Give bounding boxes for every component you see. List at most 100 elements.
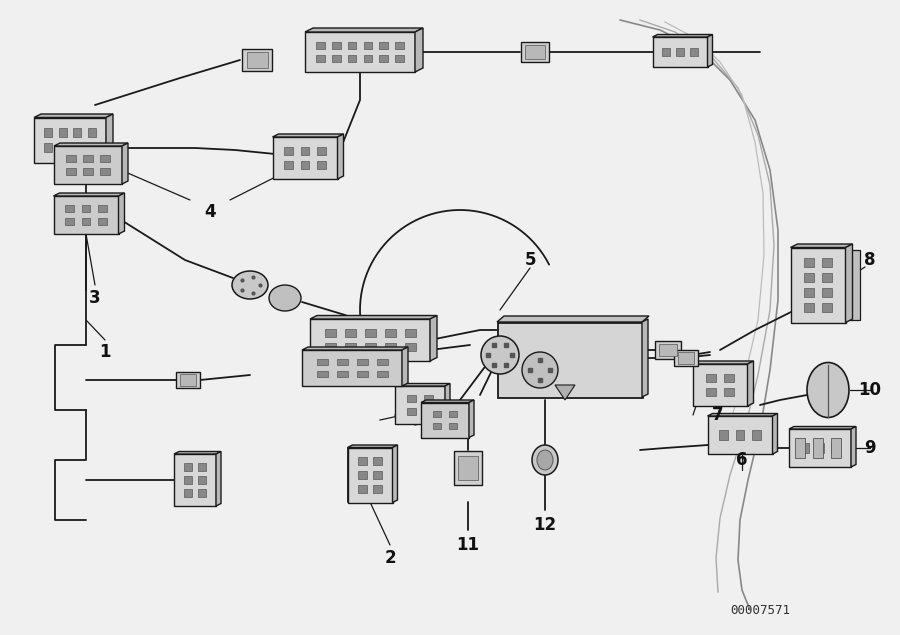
Bar [82,218,91,225]
Bar [356,371,367,377]
Text: 8: 8 [864,251,876,269]
Polygon shape [54,146,122,184]
Polygon shape [642,319,648,397]
Ellipse shape [537,450,553,470]
Bar [325,329,336,337]
Polygon shape [53,196,119,234]
Polygon shape [310,319,430,361]
Bar [424,408,433,415]
Text: 3: 3 [89,289,101,307]
Polygon shape [851,427,856,467]
Polygon shape [789,429,851,467]
Bar [374,471,382,479]
Bar [176,372,200,388]
Bar [198,476,206,484]
Text: 00007571: 00007571 [730,603,790,617]
Polygon shape [302,347,408,350]
Bar [87,128,95,137]
Bar [317,147,326,155]
Bar [73,128,81,137]
Bar [724,374,734,382]
Polygon shape [707,34,713,67]
Polygon shape [34,114,113,117]
Bar [384,343,395,351]
Bar [676,48,684,56]
Text: 6: 6 [736,451,748,469]
Bar [376,359,388,365]
Bar [815,443,824,453]
Bar [384,329,395,337]
Bar [795,438,805,458]
Bar [198,490,206,497]
Bar [332,42,341,49]
Polygon shape [845,244,852,323]
Ellipse shape [481,336,519,374]
Bar [345,329,356,337]
Bar [433,411,441,417]
Bar [831,438,841,458]
Bar [247,52,267,68]
Bar [458,456,478,480]
Bar [521,42,549,62]
Bar [804,274,814,282]
Bar [82,205,91,212]
Bar [804,288,814,297]
Bar [358,471,366,479]
Polygon shape [302,350,402,386]
Bar [364,343,375,351]
Bar [498,323,643,398]
Bar [184,476,192,484]
Bar [822,304,832,312]
Bar [364,42,373,49]
Bar [301,161,310,169]
Bar [67,168,76,175]
Bar [98,218,107,225]
Bar [822,258,832,267]
Bar [337,359,347,365]
Ellipse shape [269,285,301,311]
Bar [674,350,698,366]
Polygon shape [54,143,128,146]
Polygon shape [216,451,221,506]
Bar [73,144,81,152]
Polygon shape [305,28,423,32]
Bar [358,457,366,465]
Bar [822,288,832,297]
Text: 10: 10 [859,381,881,399]
Polygon shape [555,385,575,400]
Polygon shape [305,32,415,72]
Polygon shape [652,34,713,37]
Polygon shape [790,248,845,323]
Text: 9: 9 [864,439,876,457]
Bar [752,430,760,440]
Polygon shape [310,316,437,319]
Polygon shape [106,114,113,163]
Bar [44,128,52,137]
Bar [184,490,192,497]
Bar [690,48,698,56]
Polygon shape [174,454,216,506]
Bar [655,341,681,359]
Bar [58,144,67,152]
Polygon shape [790,244,852,248]
Bar [345,343,356,351]
Bar [87,144,95,152]
Bar [364,55,373,62]
Text: 4: 4 [204,203,216,221]
Bar [325,343,336,351]
Bar [804,304,814,312]
Polygon shape [421,400,474,403]
Bar [58,128,67,137]
Bar [84,168,93,175]
Bar [395,55,403,62]
Text: 5: 5 [524,251,536,269]
Text: 7: 7 [712,406,724,424]
Polygon shape [415,28,423,72]
Bar [678,352,695,364]
Bar [317,55,325,62]
Bar [301,147,310,155]
Polygon shape [772,413,778,454]
Bar [662,48,670,56]
Bar [526,45,544,59]
Bar [198,464,206,471]
